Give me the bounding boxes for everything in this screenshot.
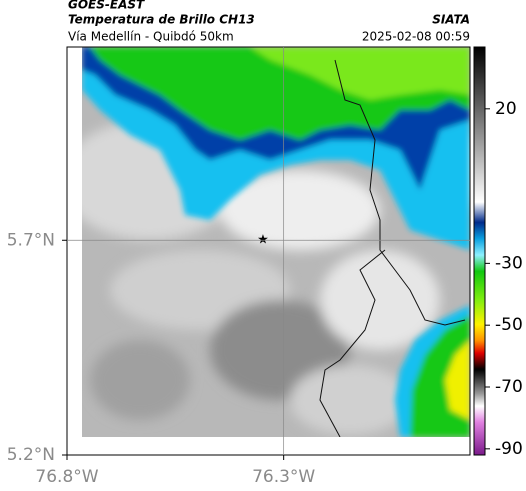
title: GOES-EAST [68,0,145,12]
colorbar-label: -70 [495,377,523,397]
lon-label: 76.8°W [35,467,98,487]
source: SIATA [432,13,470,27]
subtitle: Temperatura de Brillo CH13 [68,13,255,27]
colorbar-label: -50 [495,315,523,335]
lat-label: 5.7°N [7,230,55,250]
region: Vía Medellín - Quibdó 50km [68,30,234,44]
colorbar-label: -30 [495,253,523,273]
lon-label: 76.3°W [252,467,315,487]
colorbar-label: 20 [495,99,517,119]
timestamp: 2025-02-08 00:59 [362,30,470,44]
colorbar [473,46,486,456]
header: GOES-EAST Temperatura de Brillo CH13 Vía… [68,0,470,44]
lat-label: 5.2°N [7,445,55,465]
colorbar-label: -90 [495,439,523,459]
map-frame [66,46,471,456]
satellite-image [82,47,470,437]
